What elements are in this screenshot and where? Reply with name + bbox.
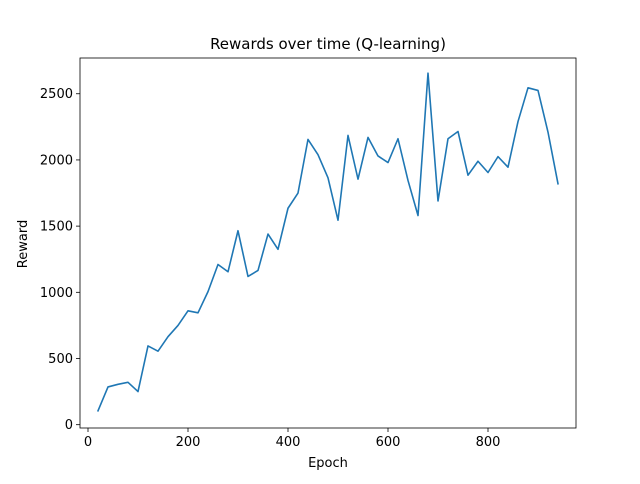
y-tick-label: 2000 bbox=[40, 153, 73, 168]
plot-area: 0 200 400 600 800 0 500 1000 1500 2000 2500 bbox=[40, 57, 577, 450]
x-tick-label: 200 bbox=[176, 435, 201, 450]
x-tick-label: 400 bbox=[276, 435, 301, 450]
x-axis-title: Epoch bbox=[308, 456, 348, 471]
y-tick-label: 0 bbox=[65, 418, 73, 433]
x-tick-label: 0 bbox=[84, 435, 92, 450]
chart-title: Rewards over time (Q-learning) bbox=[210, 35, 446, 53]
y-tick-label: 1000 bbox=[40, 286, 73, 301]
x-tick-label: 800 bbox=[476, 435, 501, 450]
y-tick-label: 2500 bbox=[40, 87, 73, 102]
y-tick-label: 1500 bbox=[40, 220, 73, 235]
x-tick-label: 600 bbox=[376, 435, 401, 450]
y-axis-title: Reward bbox=[16, 220, 31, 268]
y-tick-label: 500 bbox=[48, 352, 73, 367]
axes-frame bbox=[79, 57, 577, 429]
series-line-0 bbox=[96, 72, 559, 412]
